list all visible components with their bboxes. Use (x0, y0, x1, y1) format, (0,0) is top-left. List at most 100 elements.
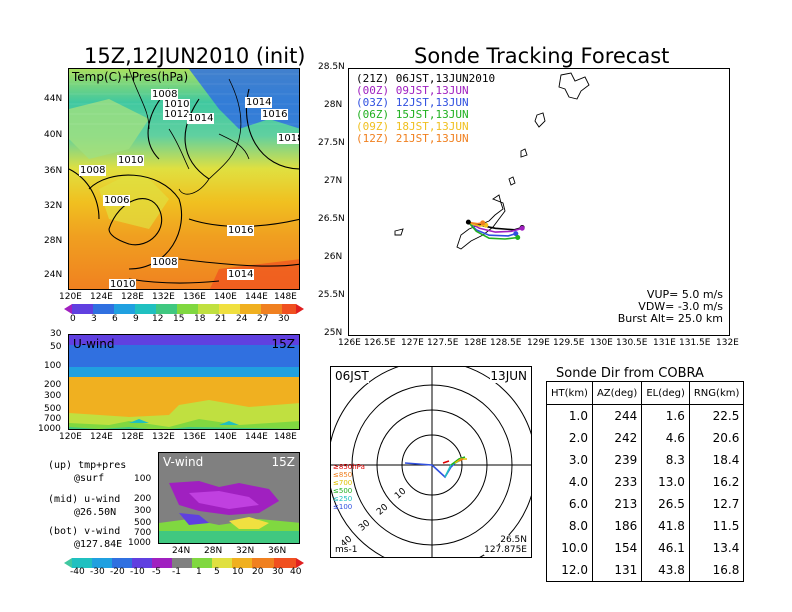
track-title: Sonde Tracking Forecast (414, 44, 670, 68)
colorbar-label: 12 (152, 314, 164, 324)
table-cell: 233 (591, 471, 643, 493)
lon-tick-label: 132E (716, 338, 739, 348)
table-cell: 16.2 (688, 471, 745, 493)
note-bot-sub: @127.84E (74, 539, 123, 550)
lat-tick-label: 44N (44, 94, 63, 104)
lat-tick-label: 28N (44, 236, 63, 246)
table-row: 3.0 239 8.3 18.4 (546, 449, 745, 471)
lat-tick-label: 24N (172, 546, 191, 556)
track-end-point (515, 234, 521, 240)
track-end-point (513, 231, 519, 237)
track-legend-item: (00Z) 09JST,13JUN (356, 84, 469, 97)
pressure-level-label: 100 (44, 361, 62, 371)
pressure-level-label: 700 (134, 528, 152, 538)
lon-tick-label: 127E (401, 338, 424, 348)
lat-tick-label: 36N (44, 166, 63, 176)
polar-panel: 06JST 13JUN 10 20 30 40 ≥850hPa ≤850 ≤700 ≤… (330, 366, 532, 558)
lon-tick-label: 128E (121, 432, 144, 442)
track-legend-item: (21Z) 06JST,13JUN2010 (356, 72, 496, 85)
u-wind-svg (69, 335, 299, 429)
pressure-level-label: 100 (134, 474, 152, 484)
lon-tick-label: 126E (338, 338, 361, 348)
polar-legend-item: ≤250 (333, 495, 353, 503)
track-map-panel: VUP= 5.0 m/s VDW= -3.0 m/s Burst Alt= 25… (348, 68, 730, 336)
table-row: 12.0 131 43.8 16.8 (546, 559, 745, 582)
table-cell: 3.0 (546, 449, 593, 471)
lat-tick-label: 28N (324, 100, 343, 110)
lon-tick-label: 130E (590, 338, 613, 348)
table-cell: 12.0 (546, 559, 593, 582)
contour-label: 1014 (245, 97, 273, 108)
lon-tick-label: 124E (90, 292, 113, 302)
colorbar-label: 15 (173, 314, 185, 324)
table-cell: 11.5 (688, 515, 745, 537)
table-row: 8.0 186 41.8 11.5 (546, 515, 745, 537)
track-end-point (519, 225, 525, 231)
polar-unit: ms-1 (335, 545, 358, 555)
lat-tick-label: 28.5N (318, 62, 345, 72)
polar-legend-item: ≤850 (333, 471, 353, 479)
lat-tick-label: 40N (44, 130, 63, 140)
track-end-point (480, 220, 486, 226)
param-vdw: VDW= -3.0 m/s (638, 300, 723, 313)
lon-tick-label: 144E (245, 292, 268, 302)
polar-lon: 127.875E (484, 545, 527, 555)
lon-tick-label: 144E (245, 432, 268, 442)
colorbar-label: -1 (172, 567, 181, 577)
table-row: 2.0 242 4.6 20.6 (546, 427, 745, 449)
column-header: EL(deg) (641, 381, 690, 405)
track-series-line (468, 221, 523, 233)
lon-tick-label: 129.5E (553, 338, 585, 348)
lon-tick-label: 126.5E (364, 338, 396, 348)
contour-label: 1012 (163, 109, 191, 120)
v-wind-svg (159, 453, 299, 543)
colorbar-label: 6 (112, 314, 118, 324)
table-cell: 244 (591, 404, 643, 427)
table-cell: 46.1 (641, 537, 690, 559)
table-cell: 13.4 (688, 537, 745, 559)
colorbar-label: -30 (90, 567, 105, 577)
contour-label: 1008 (79, 165, 107, 176)
lon-tick-label: 131.5E (679, 338, 711, 348)
lon-tick-label: 140E (214, 292, 237, 302)
table-cell: 1.0 (546, 404, 593, 427)
lat-tick-label: 32N (236, 546, 255, 556)
lon-tick-label: 132E (152, 432, 175, 442)
track-legend-item: (12Z) 21JST,13JUN (356, 132, 469, 145)
pressure-level-label: 1000 (38, 424, 61, 434)
polar-legend-item: ≤100 (333, 503, 353, 511)
colorbar-label: 9 (133, 314, 139, 324)
lat-tick-label: 26N (324, 252, 343, 262)
lat-tick-label: 26.5N (318, 214, 345, 224)
table-cell: 20.6 (688, 427, 745, 449)
lat-tick-label: 36N (268, 546, 287, 556)
lon-tick-label: 124E (90, 432, 113, 442)
table-cell: 8.3 (641, 449, 690, 471)
contour-label: 1016 (227, 225, 255, 236)
colorbar-label: 18 (194, 314, 206, 324)
pressure-level-label: 300 (44, 391, 62, 401)
table-cell: 242 (591, 427, 643, 449)
colorbar-label: 21 (215, 314, 227, 324)
lon-tick-label: 131E (653, 338, 676, 348)
left-main-title: 15Z,12JUN2010 (init) (84, 44, 306, 68)
table-header-row: HT(km) AZ(deg) EL(deg) RNG(km) (546, 381, 745, 405)
colorbar-label: 10 (232, 567, 244, 577)
contour-label: 1018 (277, 133, 299, 144)
lon-tick-label: 128E (464, 338, 487, 348)
pressure-level-label: 30 (50, 329, 62, 339)
table-cell: 10.0 (546, 537, 593, 559)
pressure-level-label: 1000 (128, 538, 151, 548)
lat-tick-label: 25N (324, 328, 343, 338)
polar-svg (331, 367, 531, 557)
table-cell: 186 (591, 515, 643, 537)
table-row: 4.0 233 13.0 16.2 (546, 471, 745, 493)
note-mid-sub: @26.50N (74, 507, 117, 518)
table-cell: 26.5 (641, 493, 690, 515)
u-wind-label: U-wind (73, 337, 115, 351)
table-cell: 8.0 (546, 515, 593, 537)
column-header: AZ(deg) (591, 381, 643, 405)
pressure-level-label: 500 (134, 518, 152, 528)
lat-tick-label: 24N (44, 270, 63, 280)
contour-label: 1008 (151, 257, 179, 268)
